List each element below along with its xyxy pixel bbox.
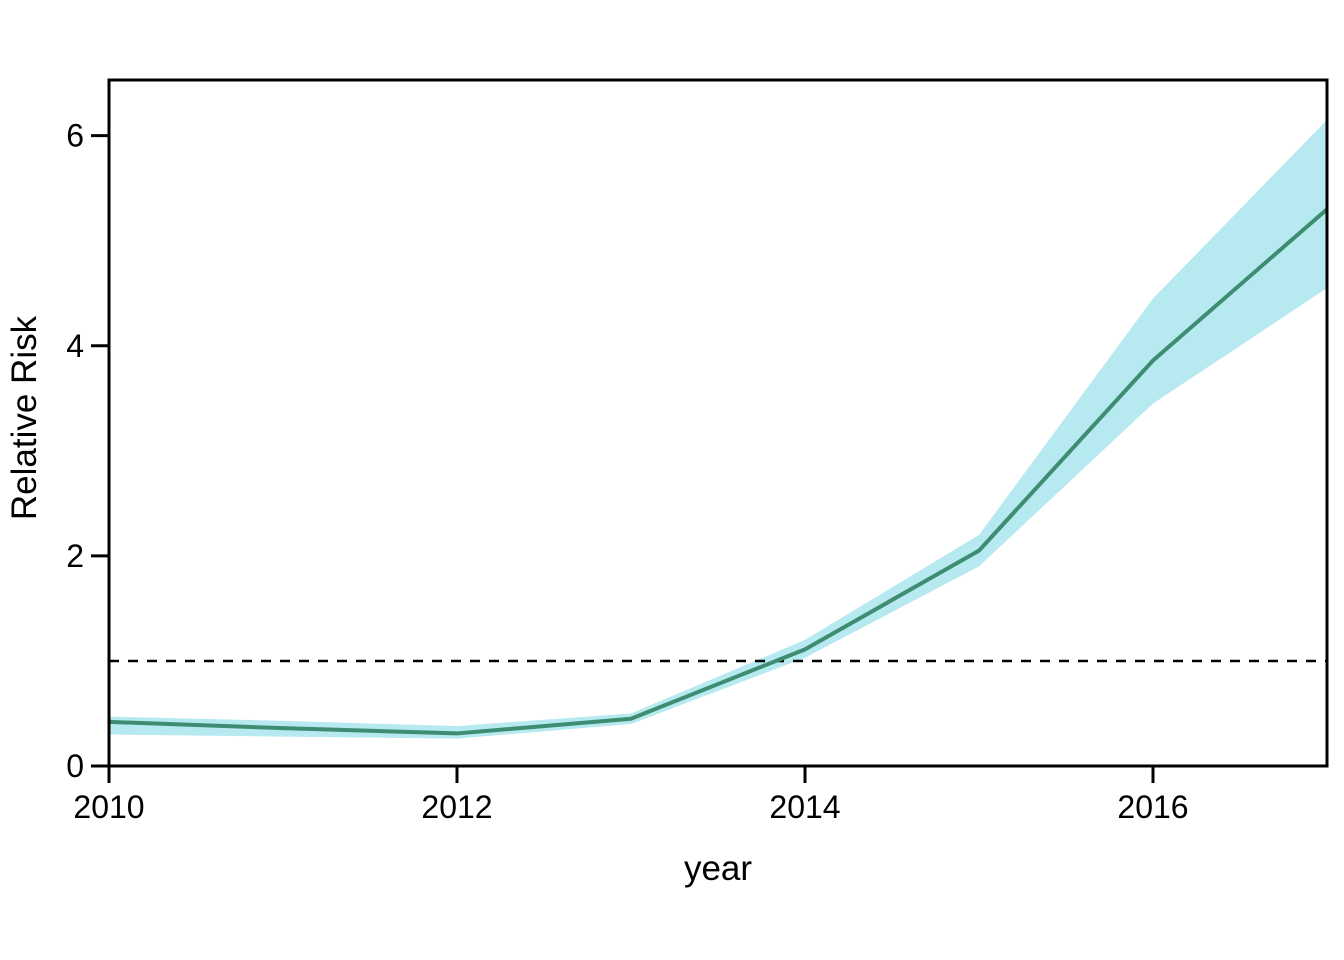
x-axis-ticks	[107, 766, 1155, 783]
x-axis-title: year	[684, 849, 752, 888]
y-tick-label: 4	[66, 328, 84, 364]
y-tick-label: 2	[66, 538, 84, 574]
x-tick-label: 2010	[73, 789, 144, 825]
confidence-ribbon-area	[109, 119, 1327, 739]
y-axis-ticks	[91, 134, 109, 768]
risk-trend-line	[108, 207, 1329, 736]
panel-border	[107, 78, 1329, 768]
y-axis-tick-labels: 0 2 4 6	[66, 118, 84, 784]
y-tick-label: 6	[66, 118, 84, 154]
x-axis-tick-labels: 2010 2012 2014 2016	[73, 789, 1188, 825]
x-tick-label: 2012	[421, 789, 492, 825]
x-tick-label: 2014	[769, 789, 840, 825]
y-tick-label: 0	[66, 748, 84, 784]
x-tick-label: 2016	[1117, 789, 1188, 825]
y-axis-title: Relative Risk	[5, 315, 44, 520]
